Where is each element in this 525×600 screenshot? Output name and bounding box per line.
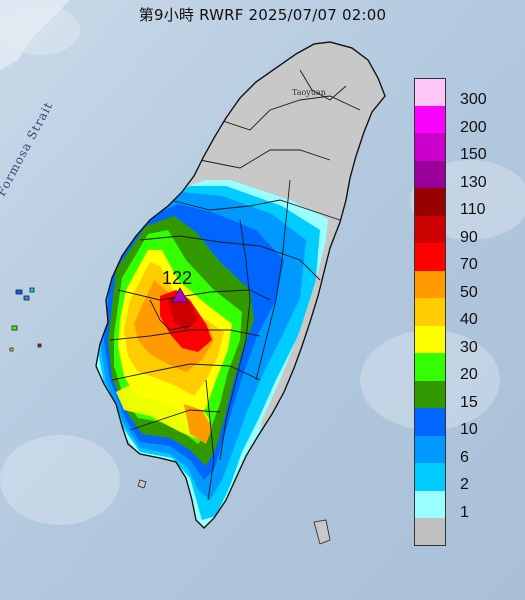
station-value-label: 122 bbox=[162, 268, 193, 288]
station-marker bbox=[171, 287, 189, 303]
dry-area-north bbox=[180, 46, 385, 210]
legend-row: 2 bbox=[412, 463, 512, 493]
legend-label: 1 bbox=[460, 503, 469, 521]
legend-swatch bbox=[414, 518, 446, 546]
legend-row: 30 bbox=[412, 325, 512, 356]
legend-swatch bbox=[414, 298, 446, 326]
legend-swatch bbox=[414, 435, 446, 463]
legend-swatch bbox=[414, 243, 446, 271]
legend-row: 200 bbox=[412, 105, 512, 136]
dry-area-east bbox=[258, 200, 346, 440]
legend-row: 50 bbox=[412, 270, 512, 301]
legend-row: 300 bbox=[412, 78, 512, 108]
legend-row: 40 bbox=[412, 298, 512, 328]
legend-label: 6 bbox=[460, 448, 469, 466]
legend-swatch bbox=[414, 325, 446, 353]
legend-label: 10 bbox=[460, 421, 478, 438]
legend-swatch bbox=[414, 490, 446, 518]
legend-swatch bbox=[414, 380, 446, 408]
offshore-islands bbox=[9, 287, 331, 545]
rain-streak-orange bbox=[184, 404, 212, 444]
legend-row: 90 bbox=[412, 215, 512, 246]
legend-row: 20 bbox=[412, 353, 512, 383]
legend-swatch bbox=[414, 215, 446, 243]
legend-swatch bbox=[414, 270, 446, 298]
legend-swatch bbox=[414, 353, 446, 381]
legend-label: 2 bbox=[460, 476, 469, 493]
legend-row bbox=[412, 518, 512, 546]
legend-row: 130 bbox=[412, 160, 512, 191]
legend-label: 15 bbox=[460, 393, 478, 411]
legend-row: 15 bbox=[412, 380, 512, 411]
legend-label: 70 bbox=[460, 256, 478, 273]
city-label: Taoyuan bbox=[292, 88, 326, 97]
legend-swatch bbox=[414, 408, 446, 436]
legend-label: 200 bbox=[460, 118, 487, 136]
legend-label: 150 bbox=[460, 146, 487, 163]
county-boundaries bbox=[109, 69, 361, 501]
map-title: 第9小時 RWRF 2025/07/07 02:00 bbox=[138, 6, 387, 24]
legend-row: 150 bbox=[412, 133, 512, 163]
legend-label: 300 bbox=[460, 91, 487, 108]
legend-label: 30 bbox=[460, 338, 478, 356]
legend-label: 40 bbox=[460, 311, 478, 328]
legend-label: 90 bbox=[460, 228, 478, 246]
legend-label: 20 bbox=[460, 366, 478, 383]
rain-band-90mm bbox=[168, 294, 198, 330]
legend-row: 6 bbox=[412, 435, 512, 466]
legend-label: 50 bbox=[460, 283, 478, 301]
color-legend: 300 200 150 130 110 90 70 50 40 30 20 15 10 6 2 1 bbox=[412, 78, 512, 546]
legend-label: 110 bbox=[460, 201, 486, 218]
legend-label: 130 bbox=[460, 173, 487, 191]
rainfall-field bbox=[96, 46, 385, 528]
legend-row: 1 bbox=[412, 490, 512, 521]
legend-swatch bbox=[414, 78, 446, 106]
legend-swatch bbox=[414, 463, 446, 491]
legend-row: 10 bbox=[412, 408, 512, 438]
legend-swatch bbox=[414, 188, 446, 216]
rain-streak-southwest bbox=[116, 380, 210, 440]
legend-swatch bbox=[414, 133, 446, 161]
legend-row: 110 bbox=[412, 188, 512, 218]
legend-row: 70 bbox=[412, 243, 512, 273]
mainland-coast bbox=[0, 0, 70, 70]
legend-swatch bbox=[414, 105, 446, 133]
legend-swatch bbox=[414, 160, 446, 188]
